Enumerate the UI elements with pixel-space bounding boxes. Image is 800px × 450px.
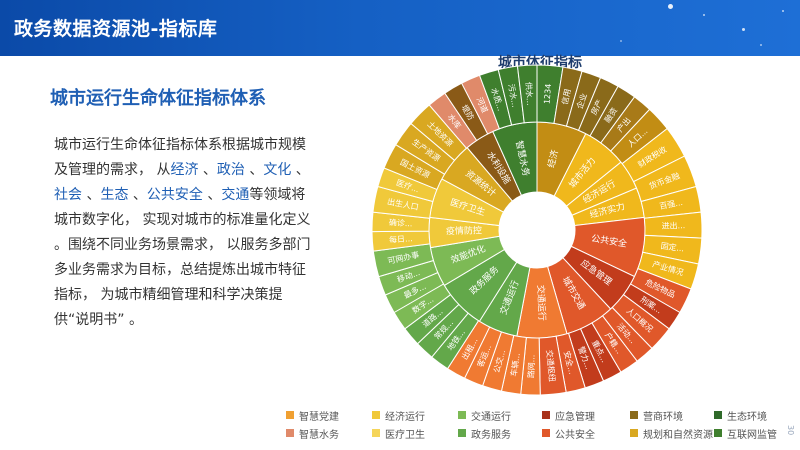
legend-label: 医疗卫生 — [385, 429, 425, 441]
paragraph-text: 、 — [291, 162, 310, 178]
decor-star — [668, 4, 673, 9]
paragraph-text: 、 — [244, 162, 264, 178]
inner-label: 交通运行 — [535, 285, 549, 322]
keyword-highlight: 交通 — [221, 187, 250, 203]
outer-label: 供水... — [524, 82, 535, 106]
outer-label: 1234 — [542, 83, 553, 104]
legend-item: 医疗卫生 — [372, 426, 425, 441]
keyword-highlight: 文化 — [263, 162, 292, 178]
keyword-highlight: 生态 — [100, 187, 129, 203]
legend-item: 经济运行 — [372, 408, 425, 423]
legend-item: 规划和自然资源 — [630, 426, 713, 441]
outer-label: 进出... — [661, 220, 685, 231]
paragraph-text: 城市运行生命体征指标体系根据城市规模及管理的需求， 从 — [54, 137, 306, 178]
legend-swatch — [630, 429, 638, 437]
decor-star — [782, 10, 784, 12]
outer-label: 每日... — [389, 233, 413, 245]
section-heading: 城市运行生命体征指标体系 — [50, 88, 266, 109]
outer-segment — [516, 64, 538, 124]
chart-center-hole — [499, 192, 575, 268]
legend-item: 智慧水务 — [286, 426, 339, 441]
legend-label: 互联网监管 — [727, 429, 777, 441]
outer-label: 污水... — [506, 83, 520, 108]
legend-swatch — [542, 411, 550, 419]
keyword-highlight: 公共安全 — [146, 187, 203, 203]
legend-item: 智慧党建 — [286, 408, 339, 423]
legend-label: 公共安全 — [555, 429, 595, 441]
outer-label: 交通枢纽 — [544, 349, 557, 382]
legend-swatch — [714, 411, 722, 419]
legend-label: 经济运行 — [385, 411, 425, 423]
legend-label: 交通运行 — [471, 411, 511, 423]
paragraph-text: 等领域将城市数字化， 实现对城市的标准量化定义 。围绕不同业务场景需求， 以服务… — [54, 187, 311, 328]
legend-label: 规划和自然资源 — [643, 429, 713, 441]
outer-label: 固定... — [660, 241, 685, 254]
legend-swatch — [372, 429, 380, 437]
legend-swatch — [372, 411, 380, 419]
page-title: 政务数据资源池-指标库 — [14, 18, 218, 40]
outer-label: 路网... — [526, 354, 537, 378]
paragraph-text: 、 — [82, 187, 101, 203]
legend-label: 营商环境 — [643, 411, 683, 423]
paragraph-text: 、 — [202, 187, 222, 203]
legend-label: 应急管理 — [555, 411, 595, 423]
description-paragraph: 城市运行生命体征指标体系根据城市规模及管理的需求， 从经济 、政治 、文化 、社… — [54, 133, 316, 333]
legend-label: 生态环境 — [727, 411, 767, 423]
outer-label: 百强... — [659, 198, 684, 211]
decor-star — [760, 44, 762, 46]
decor-star — [742, 28, 745, 31]
legend-item: 政务服务 — [458, 426, 511, 441]
page-number: 30 — [786, 425, 795, 436]
decor-star — [703, 14, 705, 16]
paragraph-text: 、 — [198, 162, 217, 178]
outer-label: 车辆... — [508, 352, 522, 377]
inner-label: 疫情防控 — [446, 224, 482, 237]
legend-swatch — [714, 429, 722, 437]
legend-label: 智慧党建 — [299, 411, 339, 423]
outer-label: 信用 — [559, 88, 572, 106]
legend-label: 政务服务 — [471, 429, 511, 441]
legend-swatch — [286, 429, 294, 437]
legend-label: 智慧水务 — [299, 429, 339, 441]
keyword-highlight: 经济 — [170, 162, 199, 178]
legend-swatch — [542, 429, 550, 437]
decor-star — [620, 40, 622, 42]
legend-swatch — [286, 411, 294, 419]
legend-item: 生态环境 — [714, 408, 767, 423]
paragraph-text: 、 — [128, 187, 147, 203]
outer-label: 确诊... — [389, 217, 413, 228]
legend-item: 公共安全 — [542, 426, 595, 441]
legend-item: 互联网监管 — [714, 426, 777, 441]
legend-item: 交通运行 — [458, 408, 511, 423]
legend-swatch — [630, 411, 638, 419]
legend-item: 应急管理 — [542, 408, 595, 423]
legend-swatch — [458, 411, 466, 419]
chart-legend: 智慧党建 经济运行 交通运行 应急管理 营商环境 生态环境智慧水务 医疗卫生 政务服务 公共安全… — [286, 408, 786, 444]
legend-item: 营商环境 — [630, 408, 683, 423]
keyword-highlight: 社会 — [54, 187, 82, 203]
legend-swatch — [458, 429, 466, 437]
header-bar: 政务数据资源池-指标库 — [0, 0, 800, 56]
keyword-highlight: 政治 — [216, 162, 245, 178]
